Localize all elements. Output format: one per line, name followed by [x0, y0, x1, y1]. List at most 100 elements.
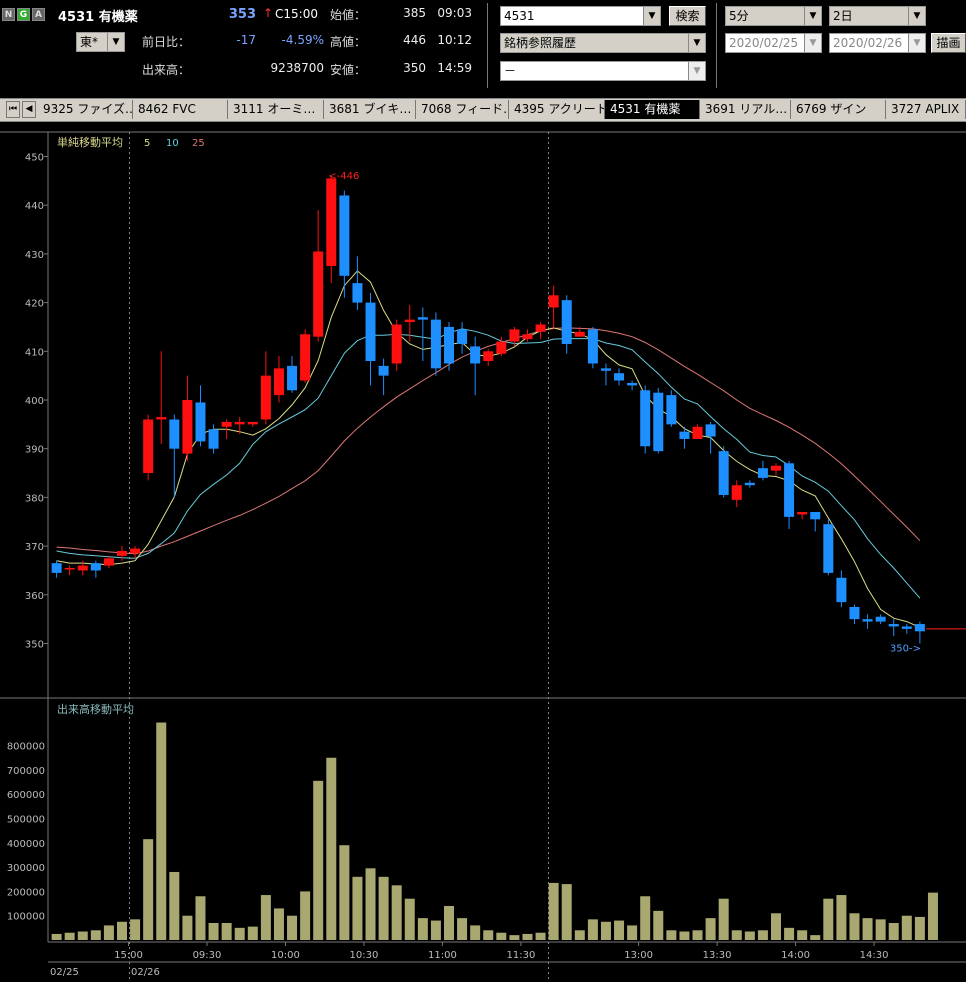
- volume-bar-24: [365, 868, 376, 940]
- candle-body-55: [771, 465, 781, 471]
- volume-bar-1: [64, 932, 75, 940]
- tab-3[interactable]: 3681 ブイキ…: [324, 100, 416, 119]
- volume-bar-26: [391, 885, 402, 940]
- volume-bar-38: [548, 882, 559, 940]
- header-divider-1: [487, 3, 488, 88]
- volume-bar-15: [247, 926, 258, 940]
- volume-bar-53: [744, 931, 755, 940]
- tab-5[interactable]: 4395 アクリート: [509, 100, 605, 119]
- candle-body-11: [195, 402, 206, 442]
- volume-tick-5: 300000: [7, 863, 45, 874]
- tab-0[interactable]: 9325 ファイズ…: [38, 100, 133, 119]
- volume-bar-4: [103, 925, 114, 940]
- x-tick-0: 15:00: [114, 950, 143, 961]
- volume-bar-49: [692, 930, 703, 940]
- change-label: 前日比：: [142, 35, 191, 49]
- candle-body-5: [117, 550, 127, 556]
- prev-tab-icon[interactable]: ◀: [22, 101, 36, 118]
- volume-bar-9: [169, 871, 180, 940]
- volume-bar-51: [718, 898, 729, 940]
- chevron-down-icon: ▼: [908, 7, 925, 25]
- span-select[interactable]: 2日 ▼: [829, 6, 926, 26]
- tab-7[interactable]: 3691 リアル…: [700, 100, 791, 119]
- volume-bar-2: [77, 931, 88, 940]
- volume-bar-36: [522, 933, 533, 940]
- candle-body-36: [522, 334, 533, 340]
- volume-bar-14: [234, 927, 245, 940]
- last-price: 353: [228, 7, 256, 22]
- tab-6[interactable]: 4531 有機薬: [605, 100, 700, 119]
- date-from-input[interactable]: 2020/02/25 ▼: [725, 33, 822, 53]
- volume-bar-20: [313, 780, 324, 940]
- candle-body-15: [247, 421, 258, 425]
- x-tick-2: 10:00: [271, 950, 300, 961]
- date-label-1: 02/26: [131, 967, 160, 978]
- volume-bar-12: [208, 922, 219, 940]
- third-select[interactable]: － ▼: [500, 61, 706, 81]
- volume-bar-34: [496, 932, 507, 940]
- date-to-input[interactable]: 2020/02/26 ▼: [829, 33, 926, 53]
- volume-tick-6: 200000: [7, 887, 45, 898]
- candle-body-20: [313, 251, 324, 337]
- first-tab-icon[interactable]: ⏮: [6, 101, 20, 118]
- candle-body-19: [300, 334, 311, 381]
- high-label: 高値：: [330, 35, 367, 49]
- volume-legend: 出来高移動平均: [57, 702, 134, 716]
- date-label-0: 02/25: [50, 967, 79, 978]
- candle-body-2: [77, 565, 88, 571]
- candle-body-30: [444, 326, 454, 364]
- volume-bar-19: [300, 891, 311, 940]
- market-select[interactable]: 東* ▼: [76, 32, 125, 52]
- code-input[interactable]: 4531 ▼: [500, 6, 661, 26]
- candle-body-21: [326, 178, 337, 267]
- volume-bar-48: [679, 931, 690, 940]
- badge-a[interactable]: A: [32, 8, 45, 21]
- candle-body-58: [810, 512, 821, 520]
- candle-body-35: [509, 329, 520, 342]
- history-select[interactable]: 銘柄参照履歴 ▼: [500, 33, 706, 53]
- candle-body-6: [130, 548, 141, 554]
- candle-body-34: [496, 341, 507, 354]
- interval-select[interactable]: 5分 ▼: [725, 6, 822, 26]
- volume-bar-57: [797, 930, 808, 940]
- volume-tick-0: 800000: [7, 742, 45, 753]
- volume-bar-28: [417, 918, 428, 940]
- candle-body-16: [260, 375, 271, 420]
- tab-9[interactable]: 3727 APLIX: [886, 100, 966, 119]
- volume-bar-56: [784, 927, 795, 940]
- candle-body-38: [548, 295, 559, 308]
- tab-2[interactable]: 3111 オーミ…: [228, 100, 324, 119]
- volume-bar-8: [156, 722, 167, 940]
- price-tick-400: 400: [25, 396, 44, 407]
- candle-body-45: [640, 390, 651, 447]
- tab-8[interactable]: 6769 ザイン: [791, 100, 886, 119]
- span-select-value: 2日: [833, 9, 853, 23]
- volume-bar-37: [535, 932, 546, 940]
- badge-g[interactable]: G: [17, 8, 30, 21]
- header-divider-2: [716, 3, 717, 88]
- candle-body-59: [823, 524, 834, 573]
- stock-title: 4531 有機薬: [58, 10, 138, 25]
- chevron-down-icon: ▼: [908, 34, 925, 52]
- candle-body-56: [784, 463, 795, 517]
- tab-1[interactable]: 8462 FVC: [133, 100, 228, 119]
- volume-tick-4: 400000: [7, 839, 45, 850]
- search-button[interactable]: 検索: [669, 6, 706, 26]
- volume-bar-23: [352, 876, 363, 940]
- badge-n[interactable]: N: [2, 8, 15, 21]
- x-tick-1: 09:30: [193, 950, 222, 961]
- volume-bar-32: [470, 925, 481, 940]
- candle-body-40: [574, 331, 585, 337]
- ma-legend-5: 5: [144, 138, 150, 149]
- volume-tick-1: 700000: [7, 766, 45, 777]
- draw-button[interactable]: 描画: [931, 33, 966, 53]
- volume-bar-0: [51, 933, 62, 940]
- volume-bar-10: [182, 915, 193, 940]
- candle-body-52: [731, 485, 742, 500]
- tab-4[interactable]: 7068 フィード…: [416, 100, 509, 119]
- volume-bar-55: [771, 913, 781, 940]
- price-tick-360: 360: [25, 591, 44, 602]
- candle-body-65: [901, 626, 912, 629]
- candle-body-29: [430, 319, 441, 369]
- candle-body-54: [757, 468, 768, 478]
